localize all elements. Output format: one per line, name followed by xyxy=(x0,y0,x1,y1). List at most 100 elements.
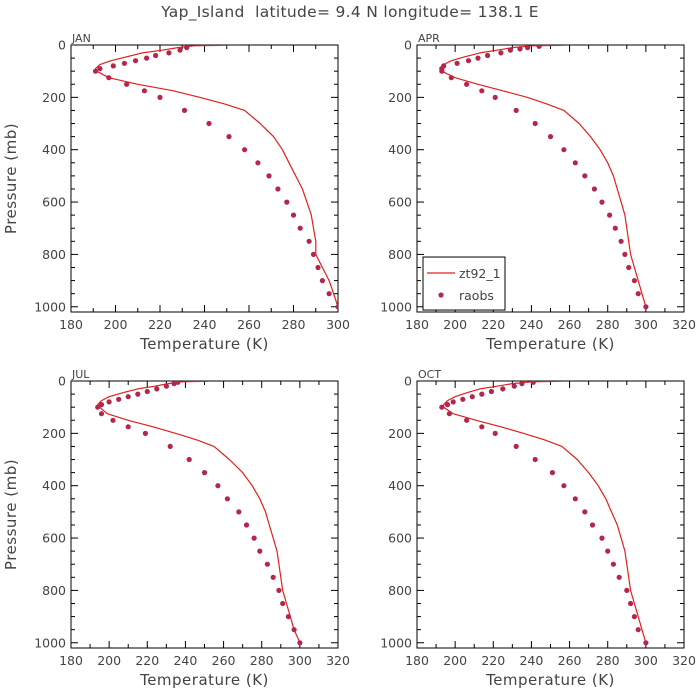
obs-point xyxy=(315,264,321,271)
x-tick-label: 300 xyxy=(288,653,312,668)
obs-point xyxy=(530,381,536,385)
obs-point xyxy=(186,456,192,463)
data-area xyxy=(439,381,649,646)
y-tick-label: 1000 xyxy=(380,635,412,650)
obs-point xyxy=(98,402,105,408)
obs-point xyxy=(243,522,250,528)
obs-point xyxy=(142,430,148,436)
obs-point xyxy=(454,60,460,66)
x-axis-label: Temperature (K) xyxy=(485,335,615,353)
y-tick-label: 200 xyxy=(388,90,412,105)
obs-point xyxy=(251,535,257,541)
panel-oct: OCT 180 200 220 240 260 280 300 320 0 200 400 600 800… xyxy=(380,368,696,689)
obs-point xyxy=(270,574,276,580)
legend-box xyxy=(422,256,506,311)
obs-point xyxy=(446,411,452,417)
x-tick-label: 260 xyxy=(558,653,582,668)
obs-point xyxy=(326,291,332,297)
obs-point xyxy=(591,186,598,192)
y-tick-label: 600 xyxy=(42,195,66,210)
obs-point xyxy=(572,160,578,166)
obs-point xyxy=(599,535,605,541)
obs-point xyxy=(306,238,312,244)
obs-point xyxy=(97,66,103,72)
y-axis-label: Pressure (mb) xyxy=(2,459,20,570)
y-tick-label: 600 xyxy=(42,531,66,546)
obs-point xyxy=(448,75,454,81)
x-tick-label: 280 xyxy=(596,317,620,332)
obs-point xyxy=(616,574,622,580)
obs-point xyxy=(626,264,632,271)
y-tick-label: 200 xyxy=(42,426,66,441)
obs-point xyxy=(507,47,513,53)
obs-point xyxy=(513,443,519,449)
obs-point xyxy=(167,443,173,449)
x-tick-label: 220 xyxy=(481,317,505,332)
obs-point xyxy=(536,45,542,49)
obs-point xyxy=(157,94,163,100)
series-line-zt92-1 xyxy=(97,381,301,644)
panel-jul: JUL 180 200 220 240 260 280 300 320 0 200 400 600 800… xyxy=(2,368,350,689)
obs-point xyxy=(215,483,221,489)
obs-point xyxy=(532,456,538,463)
obs-point xyxy=(439,68,445,74)
data-area xyxy=(95,381,303,646)
obs-point xyxy=(513,107,519,113)
obs-point xyxy=(319,278,325,284)
obs-point xyxy=(517,46,523,52)
series-line-zt92-1 xyxy=(94,45,338,307)
x-tick-label: 180 xyxy=(405,317,429,332)
x-tick-label: 220 xyxy=(135,653,159,668)
obs-point xyxy=(561,147,567,153)
obs-point xyxy=(635,291,641,297)
obs-point xyxy=(132,58,139,64)
obs-point xyxy=(236,509,242,515)
obs-point xyxy=(635,627,641,633)
obs-point xyxy=(171,381,177,387)
x-tick-label: 200 xyxy=(443,317,467,332)
obs-point xyxy=(291,627,297,633)
obs-point xyxy=(511,383,517,389)
obs-point xyxy=(290,212,297,218)
obs-point xyxy=(116,396,122,402)
obs-point xyxy=(488,388,494,395)
legend-entry-zt92-1: zt92_1 xyxy=(459,266,501,281)
obs-point xyxy=(266,173,272,179)
obs-point xyxy=(242,147,248,153)
series-line-zt92-1 xyxy=(439,45,647,307)
obs-point xyxy=(181,107,188,113)
y-tick-label: 800 xyxy=(42,247,66,262)
obs-point xyxy=(525,45,531,51)
obs-point xyxy=(297,225,303,231)
obs-point xyxy=(184,45,190,51)
obs-point xyxy=(177,47,183,53)
x-tick-label: 260 xyxy=(237,317,261,332)
obs-point xyxy=(631,278,638,284)
y-tick-label: 600 xyxy=(388,195,412,210)
data-area xyxy=(92,45,338,310)
x-tick-label: 240 xyxy=(193,317,217,332)
obs-point xyxy=(479,391,485,397)
x-tick-label: 280 xyxy=(282,317,306,332)
legend-marker-swatch xyxy=(438,292,444,298)
obs-point xyxy=(163,383,169,389)
obs-point xyxy=(310,251,317,257)
x-tick-label: 280 xyxy=(250,653,274,668)
x-tick-label: 180 xyxy=(405,653,429,668)
obs-point xyxy=(572,496,578,502)
obs-point xyxy=(492,94,498,100)
obs-point xyxy=(549,470,556,476)
x-tick-label: 300 xyxy=(634,317,658,332)
obs-point xyxy=(98,411,105,417)
panel-apr: APR 180 200 220 240 260 280 300 320 0 200 400 600 800… xyxy=(380,32,696,353)
obs-point xyxy=(519,381,525,387)
obs-point xyxy=(631,614,638,620)
obs-point xyxy=(500,386,506,392)
obs-point xyxy=(643,640,649,646)
obs-point xyxy=(622,251,628,257)
obs-point xyxy=(154,386,160,392)
obs-point xyxy=(479,424,485,430)
obs-point xyxy=(610,561,617,567)
x-tick-label: 220 xyxy=(148,317,172,332)
